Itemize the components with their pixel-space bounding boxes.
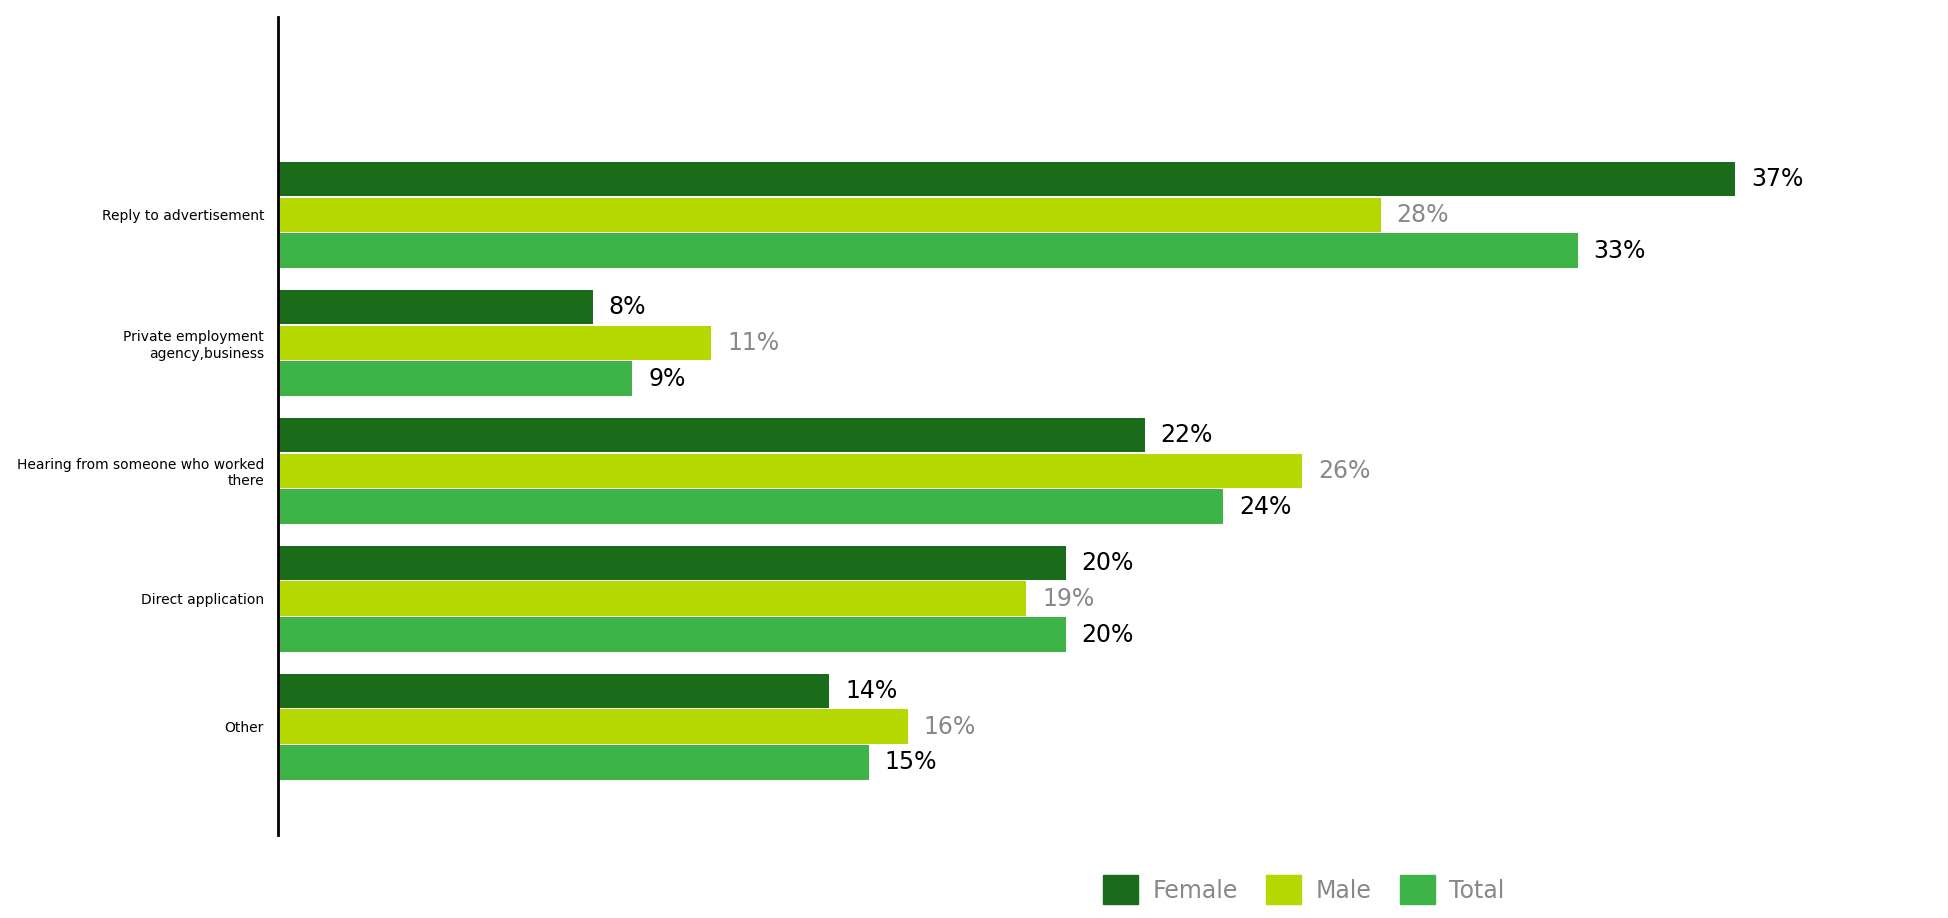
- Bar: [279, 545, 1066, 580]
- Text: 9%: 9%: [649, 366, 686, 391]
- Text: 11%: 11%: [727, 330, 779, 355]
- Bar: [279, 710, 908, 744]
- Bar: [279, 326, 711, 360]
- Text: 37%: 37%: [1749, 167, 1802, 191]
- Text: 8%: 8%: [608, 295, 647, 319]
- Text: 28%: 28%: [1397, 203, 1449, 227]
- Bar: [279, 453, 1301, 488]
- Legend: Female, Male, Total: Female, Male, Total: [1093, 866, 1514, 913]
- Bar: [279, 362, 631, 396]
- Bar: [279, 162, 1734, 196]
- Text: 22%: 22%: [1159, 423, 1212, 447]
- Text: 19%: 19%: [1042, 587, 1093, 610]
- Text: 20%: 20%: [1081, 622, 1134, 646]
- Text: 20%: 20%: [1081, 551, 1134, 575]
- Bar: [279, 290, 592, 324]
- Bar: [279, 489, 1223, 524]
- Text: 33%: 33%: [1593, 239, 1646, 263]
- Text: 16%: 16%: [923, 714, 976, 739]
- Bar: [279, 617, 1066, 652]
- Bar: [279, 745, 869, 779]
- Bar: [279, 581, 1027, 616]
- Bar: [279, 197, 1379, 232]
- Text: 26%: 26%: [1317, 459, 1369, 483]
- Bar: [279, 674, 830, 708]
- Text: 24%: 24%: [1239, 495, 1292, 519]
- Bar: [279, 233, 1578, 268]
- Text: 14%: 14%: [845, 678, 896, 703]
- Bar: [279, 418, 1143, 453]
- Text: 15%: 15%: [884, 751, 937, 775]
